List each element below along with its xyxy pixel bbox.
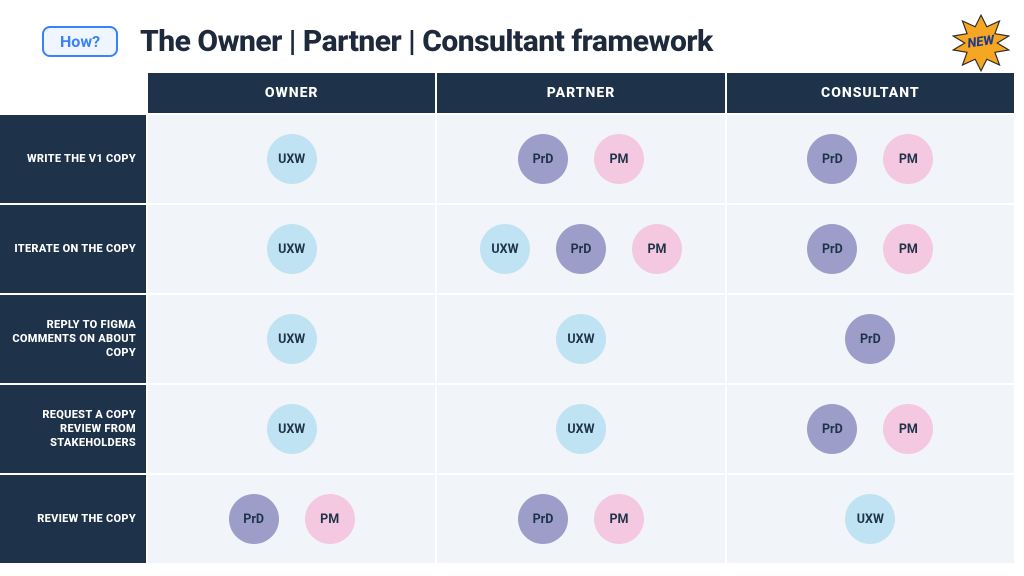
role-chip-prd: PrD [807, 224, 857, 274]
table-corner-blank [0, 73, 146, 113]
table-cell: UXW [148, 115, 435, 203]
row-header: REVIEW THE COPY [0, 475, 146, 563]
table-cell: UXW PrD PM [437, 205, 724, 293]
framework-table: OWNERPARTNERCONSULTANT WRITE THE V1 COPY U… [0, 73, 1024, 563]
role-chip-prd: PrD [229, 494, 279, 544]
table-cell: UXW [727, 475, 1014, 563]
row-header: WRITE THE V1 COPY [0, 115, 146, 203]
role-chip-uxw: UXW [267, 314, 317, 364]
header: How? The Owner | Partner | Consultant fr… [0, 0, 1024, 73]
new-burst-icon: NEW [952, 14, 1010, 72]
role-chip-uxw: UXW [556, 314, 606, 364]
role-chip-uxw: UXW [480, 224, 530, 274]
role-chip-pm: PM [594, 494, 644, 544]
table-cell: UXW [148, 295, 435, 383]
role-chip-pm: PM [883, 224, 933, 274]
table-cell: PrD [727, 295, 1014, 383]
role-chip-pm: PM [883, 134, 933, 184]
role-chip-prd: PrD [556, 224, 606, 274]
column-header: CONSULTANT [727, 73, 1014, 113]
table-cell: PrD PM [437, 115, 724, 203]
role-chip-uxw: UXW [845, 494, 895, 544]
page-title: The Owner | Partner | Consultant framewo… [140, 24, 713, 59]
row-header: REPLY TO FIGMA COMMENTS ON ABOUT COPY [0, 295, 146, 383]
table-cell: PrD PM [727, 385, 1014, 473]
role-chip-uxw: UXW [556, 404, 606, 454]
column-header: PARTNER [437, 73, 724, 113]
table-cell: UXW [437, 295, 724, 383]
table-cell: PrD PM [148, 475, 435, 563]
table-cell: UXW [148, 385, 435, 473]
role-chip-uxw: UXW [267, 134, 317, 184]
row-header: ITERATE ON THE COPY [0, 205, 146, 293]
role-chip-prd: PrD [807, 404, 857, 454]
role-chip-uxw: UXW [267, 404, 317, 454]
role-chip-pm: PM [883, 404, 933, 454]
role-chip-pm: PM [594, 134, 644, 184]
table-cell: UXW [148, 205, 435, 293]
role-chip-prd: PrD [845, 314, 895, 364]
table-cell: UXW [437, 385, 724, 473]
role-chip-prd: PrD [518, 134, 568, 184]
role-chip-pm: PM [305, 494, 355, 544]
role-chip-uxw: UXW [267, 224, 317, 274]
table-cell: PrD PM [727, 205, 1014, 293]
role-chip-pm: PM [632, 224, 682, 274]
table-cell: PrD PM [727, 115, 1014, 203]
how-badge: How? [42, 26, 118, 57]
row-header: REQUEST A COPY REVIEW FROM STAKEHOLDERS [0, 385, 146, 473]
role-chip-prd: PrD [518, 494, 568, 544]
column-header: OWNER [148, 73, 435, 113]
table-cell: PrD PM [437, 475, 724, 563]
role-chip-prd: PrD [807, 134, 857, 184]
